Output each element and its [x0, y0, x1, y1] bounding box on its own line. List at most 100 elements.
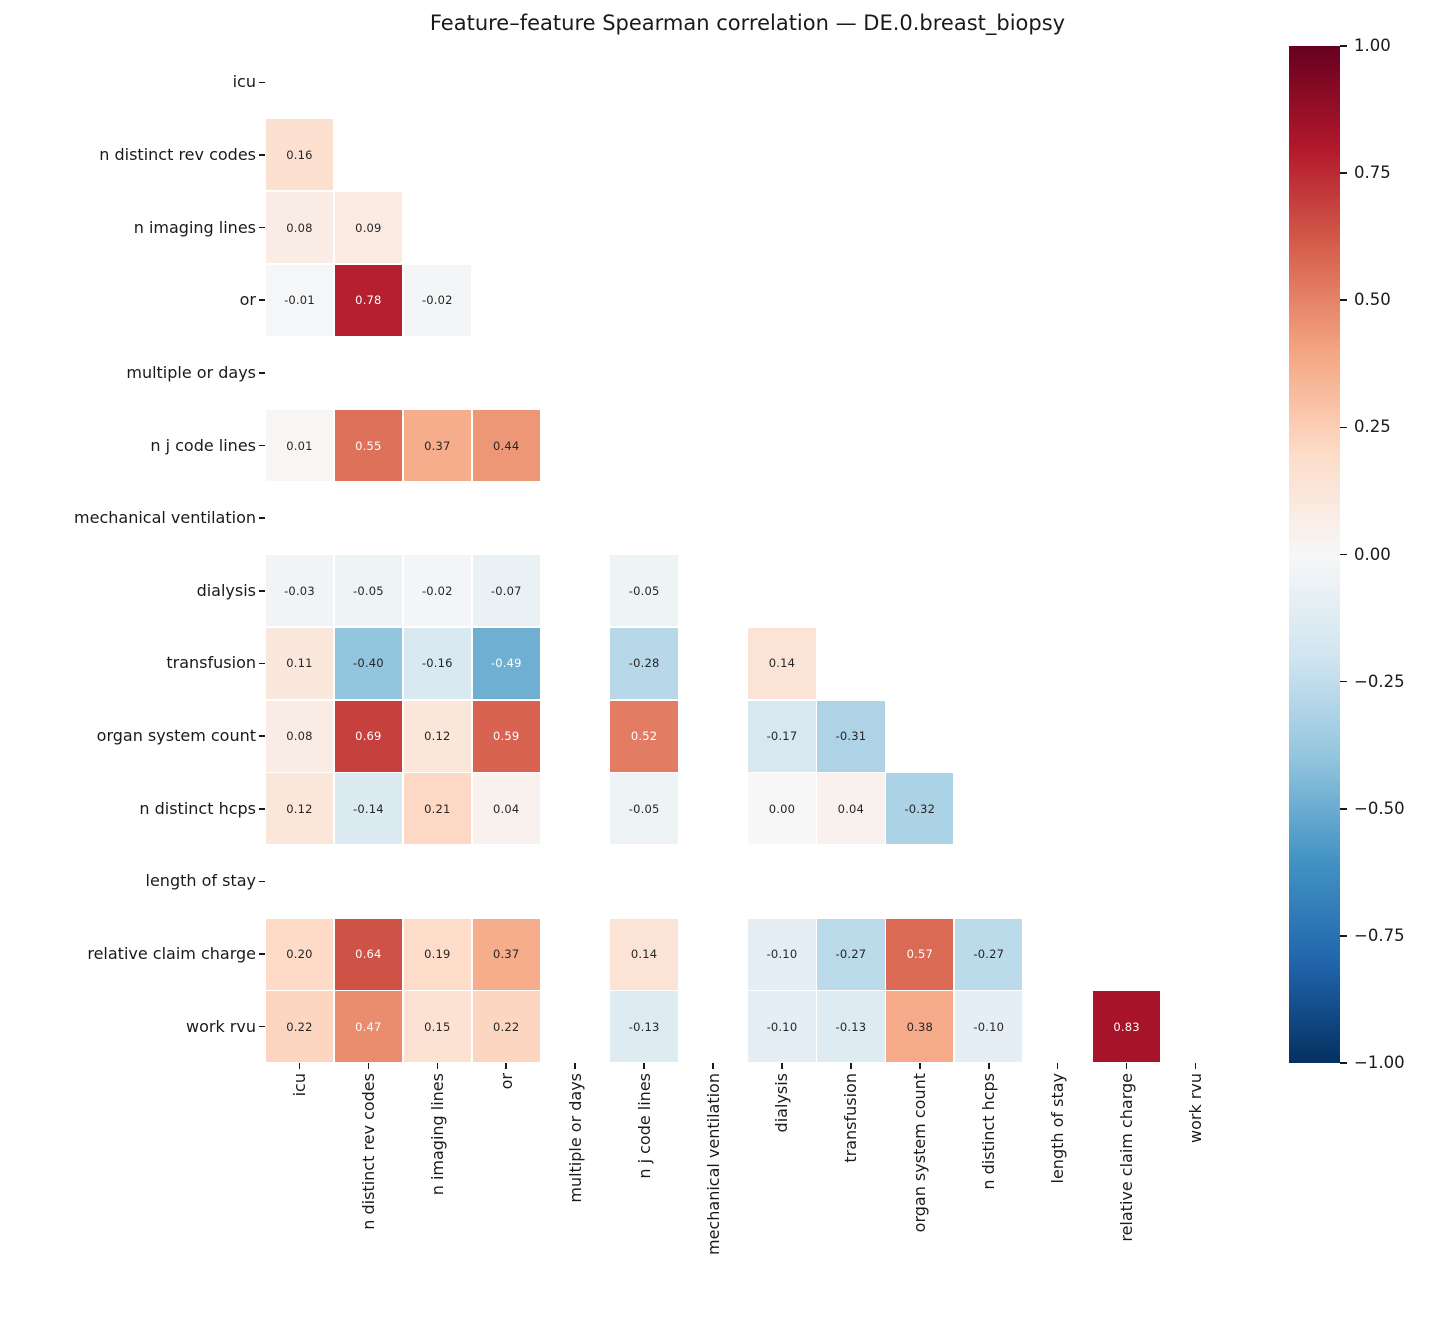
- y-tick-label: dialysis: [196, 580, 256, 600]
- x-tick-label: n imaging lines: [427, 1073, 447, 1196]
- y-tick-mark: [259, 372, 265, 374]
- x-tick-label: n j code lines: [634, 1073, 654, 1179]
- heatmap-cell: 0.59: [472, 700, 540, 772]
- heatmap-cell: 0.01: [265, 410, 334, 482]
- heatmap-cell: -0.10: [748, 918, 816, 990]
- cell-value: 0.16: [286, 147, 313, 162]
- heatmap-cell: 0.20: [265, 918, 334, 990]
- heatmap-cell: 0.14: [610, 918, 678, 990]
- x-tick-mark: [367, 1063, 370, 1069]
- cell-value: 0.38: [906, 1019, 934, 1034]
- y-tick-mark: [259, 880, 265, 883]
- heatmap-cell: -0.32: [886, 773, 954, 845]
- heatmap-cell: 0.37: [472, 918, 540, 990]
- heatmap-cell: -0.03: [265, 555, 334, 627]
- cell-value: 0.14: [768, 656, 796, 671]
- cell-value: 0.12: [424, 729, 451, 744]
- heatmap-cell: 0.00: [748, 773, 816, 845]
- heatmap-cell: 0.04: [817, 773, 885, 845]
- heatmap-cell: 0.21: [403, 773, 471, 845]
- heatmap-cell: 0.15: [403, 991, 471, 1063]
- x-tick-mark: [574, 1063, 576, 1069]
- colorbar-tick-mark: [1340, 1062, 1347, 1064]
- heatmap-cell: -0.02: [403, 264, 471, 336]
- y-tick-mark: [259, 517, 265, 519]
- heatmap-cell: -0.16: [403, 627, 471, 699]
- heatmap-cell: -0.31: [817, 700, 885, 772]
- y-tick-mark: [259, 662, 265, 665]
- heatmap-cell: 0.57: [886, 918, 954, 990]
- cell-value: -0.28: [628, 656, 660, 671]
- cell-value: -0.49: [490, 656, 522, 671]
- x-tick-label: relative claim charge: [1117, 1073, 1137, 1242]
- heatmap-cell: 0.14: [748, 627, 816, 699]
- cell-value: -0.05: [353, 583, 384, 598]
- cell-value: -0.01: [284, 293, 315, 308]
- x-tick-label: or: [496, 1073, 516, 1090]
- heatmap-cell: 0.47: [334, 991, 403, 1063]
- cell-value: -0.14: [353, 801, 384, 816]
- cell-value: 0.37: [424, 438, 451, 453]
- heatmap-cell: 0.44: [472, 410, 540, 482]
- y-tick-label: n distinct rev codes: [99, 144, 256, 164]
- heatmap-cell: 0.69: [334, 700, 403, 772]
- chart-title: Feature–feature Spearman correlation — D…: [429, 11, 1066, 35]
- x-tick-label: multiple or days: [565, 1073, 585, 1203]
- cell-value: -0.32: [904, 801, 936, 816]
- cell-value: 0.11: [286, 656, 313, 671]
- y-tick-label: n distinct hcps: [139, 798, 256, 818]
- y-tick-mark: [259, 735, 265, 737]
- heatmap-cell: -0.13: [817, 991, 885, 1063]
- heatmap-cell: 0.08: [265, 700, 334, 772]
- y-tick-label: work rvu: [186, 1016, 256, 1036]
- cell-value: -0.07: [490, 583, 522, 598]
- cell-value: -0.03: [284, 583, 315, 598]
- cell-value: 0.08: [286, 729, 313, 744]
- cell-value: 0.09: [355, 220, 382, 235]
- x-tick-label: icu: [289, 1073, 309, 1097]
- heatmap-cell: 0.64: [334, 918, 403, 990]
- heatmap-cell: 0.78: [334, 264, 403, 336]
- x-tick-mark: [1194, 1063, 1197, 1069]
- heatmap-cell: -0.10: [955, 991, 1023, 1063]
- colorbar-tick-mark: [1340, 680, 1347, 683]
- heatmap-cell: 0.19: [403, 918, 471, 990]
- cell-value: 0.21: [424, 801, 451, 816]
- heatmap-cell: -0.14: [334, 773, 403, 845]
- colorbar-tick-label: 0.25: [1354, 417, 1391, 437]
- heatmap-cell: -0.05: [610, 555, 678, 627]
- x-tick-mark: [850, 1063, 852, 1069]
- heatmap-cell: 0.83: [1092, 991, 1161, 1063]
- y-tick-label: icu: [232, 72, 256, 92]
- colorbar-tick-mark: [1340, 172, 1347, 174]
- colorbar-tick-label: 0.75: [1354, 163, 1391, 183]
- heatmap-cell: -0.10: [748, 991, 816, 1063]
- heatmap-cell: -0.17: [748, 700, 816, 772]
- heatmap-cell: -0.40: [334, 627, 403, 699]
- y-tick-mark: [259, 590, 265, 592]
- cell-value: -0.27: [973, 947, 1005, 962]
- x-tick-label: transfusion: [841, 1073, 861, 1163]
- cell-value: -0.05: [628, 583, 660, 598]
- y-tick-label: or: [239, 290, 256, 310]
- heatmap-cell: -0.13: [610, 991, 678, 1063]
- x-tick-mark: [1125, 1063, 1128, 1069]
- x-tick-label: n distinct hcps: [979, 1073, 999, 1190]
- heatmap-cell: 0.16: [265, 119, 334, 191]
- colorbar-tick-mark: [1340, 45, 1347, 47]
- cell-value: 0.64: [355, 947, 382, 962]
- cell-value: 0.69: [355, 729, 382, 744]
- colorbar-tick-mark: [1340, 299, 1347, 302]
- cell-value: 0.44: [493, 438, 520, 453]
- y-tick-label: n imaging lines: [133, 217, 256, 237]
- x-tick-mark: [712, 1063, 714, 1069]
- heatmap-cell: 0.09: [334, 192, 403, 264]
- colorbar-tick-label: −0.50: [1354, 798, 1405, 818]
- colorbar-tick-mark: [1340, 807, 1347, 810]
- heatmap-cell: -0.49: [472, 627, 540, 699]
- x-tick-label: dialysis: [772, 1073, 792, 1133]
- colorbar-tick-label: −1.00: [1354, 1053, 1405, 1072]
- heatmap-cell: 0.22: [472, 991, 540, 1063]
- x-tick-mark: [643, 1063, 645, 1069]
